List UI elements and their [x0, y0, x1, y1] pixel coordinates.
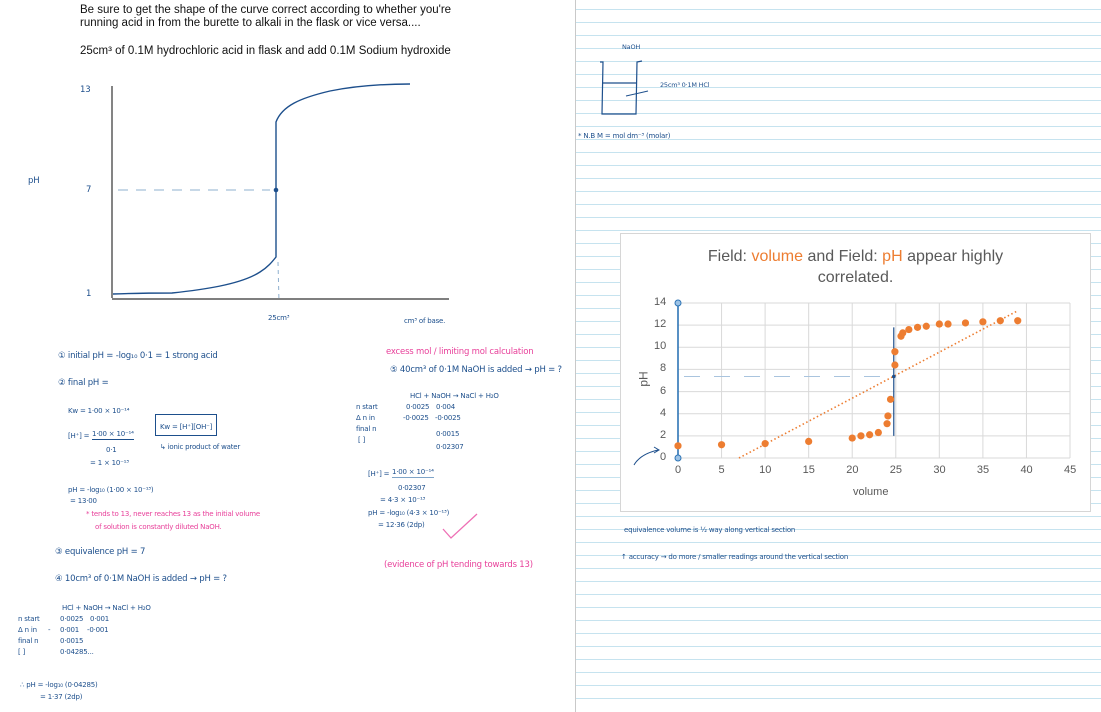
- ice-row-label: Δ n in: [356, 414, 375, 422]
- ice-cell: 0·004: [436, 403, 456, 411]
- instruction-line-2: running acid in from the burette to alka…: [80, 17, 421, 29]
- ice-cell: -0·001: [87, 626, 109, 634]
- note-10cm3-added: ④ 10cm³ of 0·1M NaOH is added → pH = ?: [55, 574, 227, 584]
- sketch-x-label: cm³ of base.: [404, 317, 446, 325]
- h-conc-lhs-2: [H⁺] =: [368, 470, 390, 478]
- ice-cell: -0·0025: [403, 414, 429, 422]
- chart-title: Field: volume and Field: pH appear highl…: [621, 246, 1090, 288]
- result-ph-line2: = 1·37 (2dp): [40, 693, 83, 701]
- chart-title-line1: Field: volume and Field: pH appear highl…: [707, 248, 1004, 265]
- sketch-x-tick: 25cm³: [268, 314, 290, 322]
- ice-cell: 0·02307: [436, 443, 464, 451]
- ice-cell: 0·0025: [60, 615, 84, 623]
- kw-note: ↳ ionic product of water: [160, 443, 241, 451]
- ice-row-label: final n: [356, 425, 377, 433]
- note-40cm3-added: ⑤ 40cm³ of 0·1M NaOH is added → pH = ?: [390, 365, 562, 375]
- h-conc-numerator-2: 1·00 × 10⁻¹⁴: [392, 468, 434, 478]
- beaker-diagram-icon: [600, 60, 649, 115]
- sketch-y-label: pH: [28, 176, 40, 186]
- x-tick-label: 20: [846, 464, 859, 476]
- y-tick-label: 0: [660, 451, 667, 463]
- reaction-equation-1: HCl + NaOH → NaCl + H₂O: [62, 604, 151, 612]
- ice-cell: 0·0015: [60, 637, 84, 645]
- x-tick-label: 10: [759, 464, 772, 476]
- ice-row-label: [ ]: [358, 436, 366, 444]
- note-final-ph: ② final pH =: [58, 378, 109, 388]
- x-tick-label: 0: [675, 464, 682, 476]
- h-conc-denominator-2: 0·02307: [398, 484, 426, 492]
- y-tick-label: 8: [660, 362, 667, 375]
- y-tick-label: 10: [654, 340, 667, 353]
- ice-row-label: n start: [18, 615, 40, 623]
- ice-cell: -: [48, 626, 51, 634]
- result-ph-line1: ∴ pH = -log₁₀ (0·04285): [20, 681, 98, 689]
- note-equivalence-ph: ③ equivalence pH = 7: [55, 547, 146, 557]
- pink-note-line2: of solution is constantly diluted NaOH.: [95, 523, 222, 531]
- ice-cell: 0·0015: [436, 430, 460, 438]
- titration-sketch: [111, 83, 449, 303]
- nb-molar-note: * N.B M = mol dm⁻³ (molar): [578, 132, 671, 140]
- pink-note-line1: * tends to 13, never reaches 13 as the i…: [86, 510, 261, 518]
- x-tick-label: 45: [1064, 464, 1077, 476]
- ice-cell: 0·001: [90, 615, 110, 623]
- ph-calc-line2: = 13·00: [70, 497, 97, 505]
- note-initial-ph: ① initial pH = -log₁₀ 0·1 = 1 strong aci…: [58, 351, 218, 361]
- instruction-line-1: Be sure to get the shape of the curve co…: [80, 4, 452, 16]
- flask-label: 25cm³ 0·1M HCl: [660, 81, 710, 89]
- ph-calc-line1-2: pH = -log₁₀ (4·3 × 10⁻¹³): [368, 509, 450, 517]
- ice-cell: 0·001: [60, 626, 80, 634]
- ice-row-label: final n: [18, 637, 39, 645]
- h-conc-result-2: = 4·3 × 10⁻¹³: [380, 496, 426, 504]
- ph-calc-line2-2: = 12·36 (2dp): [378, 521, 425, 529]
- instruction-text: Be sure to get the shape of the curve co…: [80, 4, 500, 30]
- ph-calc-line1: pH = -log₁₀ (1·00 × 10⁻¹³): [68, 486, 154, 494]
- note-accuracy: ↑ accuracy → do more / smaller readings …: [621, 553, 849, 561]
- chart-x-axis-title: volume: [853, 486, 889, 498]
- ice-cell: -0·0025: [435, 414, 461, 422]
- ice-row-label: [ ]: [18, 648, 26, 656]
- kw-formula: Kw = [H⁺][OH⁻]: [160, 423, 213, 431]
- burette-label: NaOH: [622, 43, 641, 51]
- checkmark-icon: [442, 513, 478, 539]
- h-conc-numerator: 1·00 × 10⁻¹⁴: [92, 430, 134, 440]
- y-tick-label: 4: [660, 406, 667, 419]
- sketch-y-tick-7: 7: [86, 185, 92, 195]
- x-tick-label: 25: [889, 464, 903, 476]
- reaction-equation-2: HCl + NaOH → NaCl + H₂O: [410, 392, 499, 400]
- pink-note-evidence: (evidence of pH tending towards 13): [384, 560, 533, 570]
- sketch-y-tick-13: 13: [80, 85, 91, 95]
- x-tick-label: 35: [976, 464, 990, 476]
- ice-row-label: Δ n in: [18, 626, 37, 634]
- setup-text: 25cm³ of 0.1M hydrochloric acid in flask…: [80, 45, 451, 57]
- x-tick-label: 15: [802, 464, 815, 476]
- y-tick-label: 12: [654, 318, 667, 331]
- y-tick-label: 6: [660, 384, 667, 397]
- y-tick-label: 2: [660, 428, 667, 441]
- note-kw-value: Kw = 1·00 × 10⁻¹⁴: [68, 407, 130, 415]
- kw-formula-box: Kw = [H⁺][OH⁻]: [155, 414, 218, 436]
- chart-title-line2: correlated.: [817, 269, 894, 286]
- chart-y-axis-title: pH: [636, 371, 651, 387]
- h-conc-lhs: [H⁺] =: [68, 432, 90, 440]
- x-tick-label: 5: [718, 464, 725, 476]
- ice-row-label: n start: [356, 403, 378, 411]
- sketch-y-tick-1: 1: [86, 289, 92, 299]
- h-conc-denominator: 0·1: [106, 446, 117, 454]
- ice-cell: 0·04285...: [60, 648, 94, 656]
- note-equivalence-volume: equivalence volume is ½ way along vertic…: [624, 526, 796, 534]
- h-conc-result: = 1 × 10⁻¹³: [90, 459, 129, 467]
- pink-heading-limiting: excess mol / limiting mol calculation: [386, 347, 534, 357]
- y-tick-label: 14: [654, 296, 667, 308]
- ice-cell: 0·0025: [406, 403, 430, 411]
- x-tick-label: 30: [933, 464, 946, 476]
- x-tick-label: 40: [1020, 464, 1033, 476]
